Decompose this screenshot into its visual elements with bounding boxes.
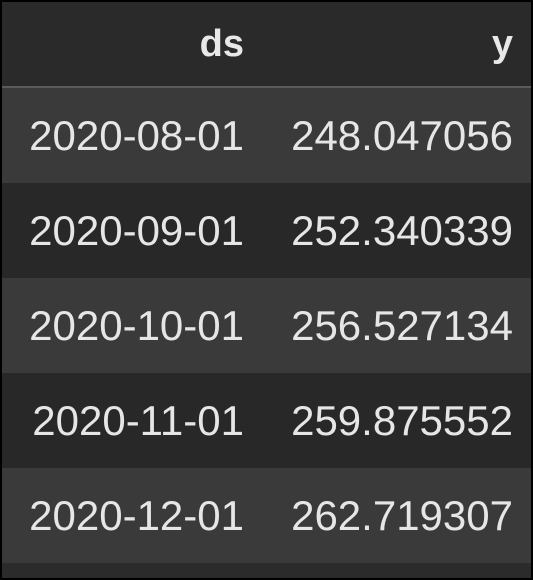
cell-ds: 2020-09-01 xyxy=(2,183,262,278)
cell-y: 248.047056 xyxy=(262,87,531,183)
header-row: ds y xyxy=(2,2,531,88)
cell-ds: 2020-08-01 xyxy=(2,87,262,183)
table-row: 2020-09-01 252.340339 xyxy=(2,183,531,278)
column-header-y: y xyxy=(262,2,531,88)
column-header-ds: ds xyxy=(2,2,262,88)
cell-y: 259.875552 xyxy=(262,373,531,468)
table-row: 2020-12-01 262.719307 xyxy=(2,468,531,563)
table-row: 2020-08-01 248.047056 xyxy=(2,87,531,183)
cell-ds: 2020-11-01 xyxy=(2,373,262,468)
table-row: 2020-11-01 259.875552 xyxy=(2,373,531,468)
table-row: 2020-10-01 256.527134 xyxy=(2,278,531,373)
cell-ds: 2020-12-01 xyxy=(2,468,262,563)
cell-ds: 2020-10-01 xyxy=(2,278,262,373)
table-header: ds y xyxy=(2,2,531,88)
cell-y: 262.719307 xyxy=(262,468,531,563)
cell-y: 256.527134 xyxy=(262,278,531,373)
dataframe-table: ds y 2020-08-01 248.047056 2020-09-01 25… xyxy=(2,2,531,563)
cell-y: 252.340339 xyxy=(262,183,531,278)
table-body: 2020-08-01 248.047056 2020-09-01 252.340… xyxy=(2,87,531,563)
